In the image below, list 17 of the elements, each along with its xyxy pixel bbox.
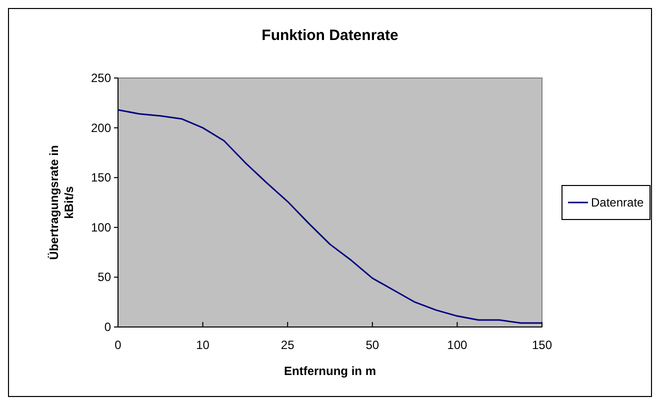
legend-label: Datenrate bbox=[591, 196, 644, 210]
x-tick-label: 100 bbox=[447, 338, 468, 352]
y-tick-label: 100 bbox=[90, 220, 112, 234]
x-tick-label: 25 bbox=[280, 338, 295, 352]
y-axis-title: Übertragungsrate in kBit/s bbox=[47, 145, 76, 260]
chart-title: Funktion Datenrate bbox=[262, 27, 398, 44]
y-tick-label: 250 bbox=[90, 71, 112, 85]
y-tick-label: 200 bbox=[90, 120, 112, 135]
x-tick-label: 50 bbox=[366, 338, 380, 352]
x-tick-label: 0 bbox=[114, 338, 122, 352]
x-axis-title: Entfernung in m bbox=[284, 364, 376, 378]
line-series bbox=[117, 109, 543, 324]
y-tick-label: 150 bbox=[90, 170, 112, 185]
x-tick-label: 10 bbox=[196, 338, 210, 352]
y-tick-label: 50 bbox=[98, 270, 112, 284]
y-tick-label: 0 bbox=[104, 320, 112, 334]
x-tick-label: 150 bbox=[532, 338, 552, 352]
